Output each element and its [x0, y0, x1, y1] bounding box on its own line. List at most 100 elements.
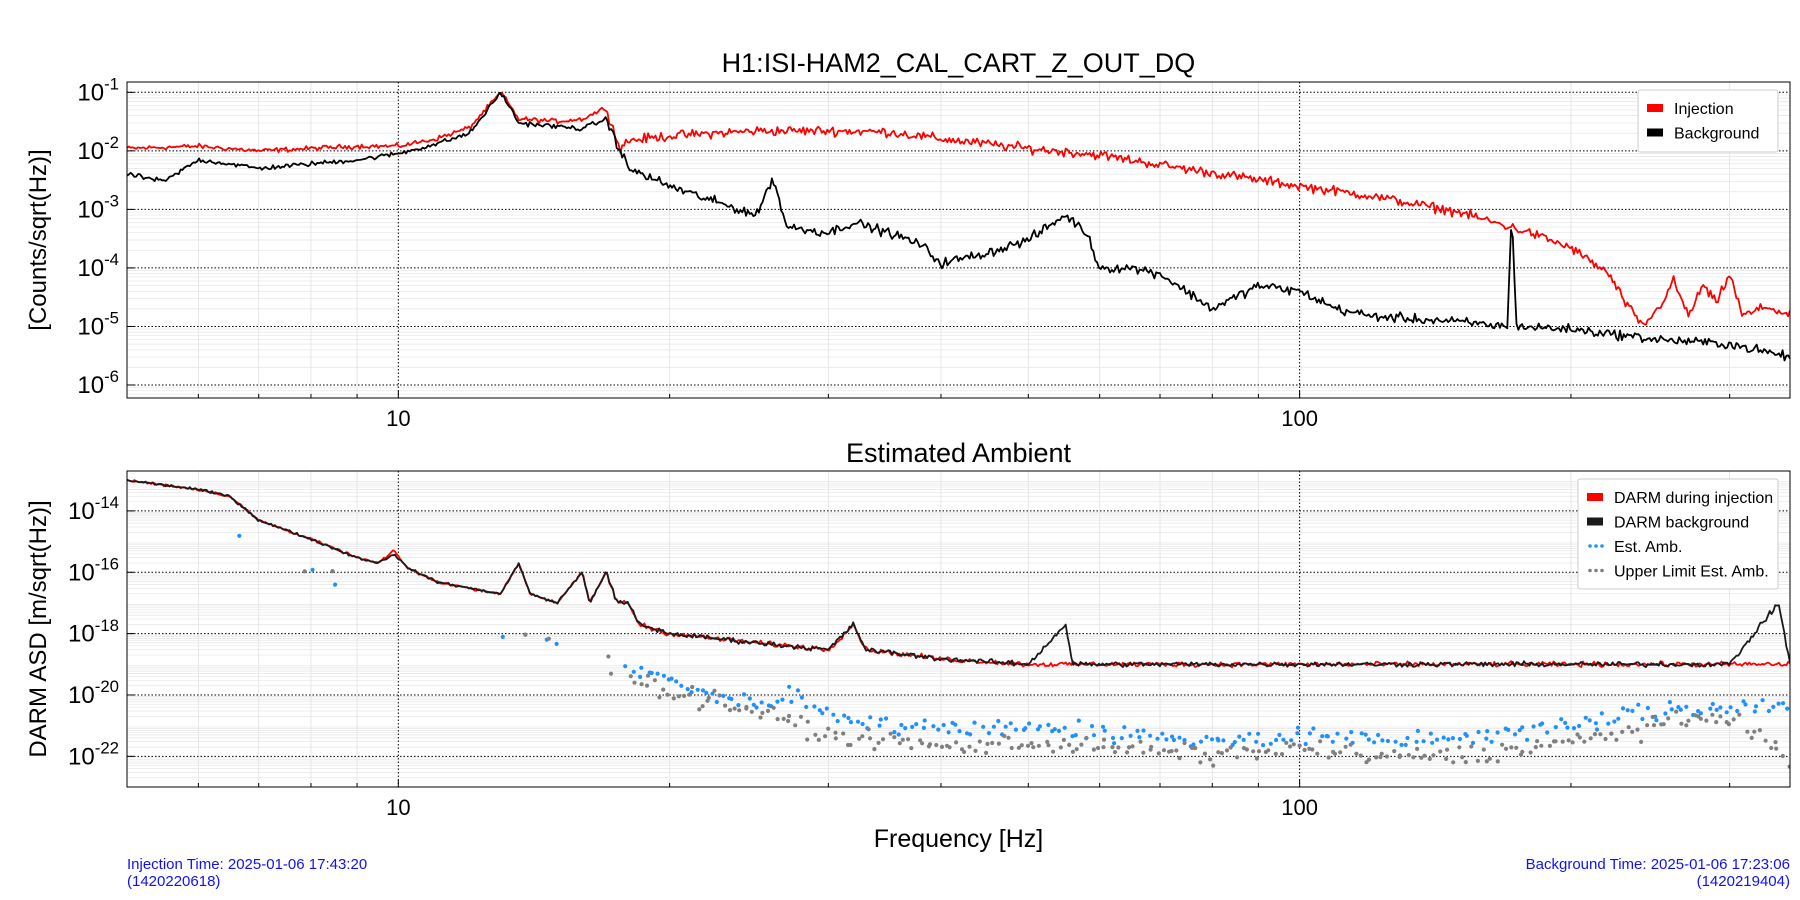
scatter-point [1302, 747, 1307, 753]
y-tick-label: 10-1 [77, 75, 119, 107]
chart-title: H1:ISI-HAM2_CAL_CART_Z_OUT_DQ [722, 48, 1196, 78]
scatter-point [1582, 739, 1587, 744]
x-tick-label: 100 [1281, 795, 1318, 820]
scatter-point [857, 736, 862, 741]
scatter-point [1406, 753, 1411, 758]
scatter-point [1303, 741, 1308, 747]
scatter-point [1428, 731, 1433, 736]
scatter-point [876, 740, 881, 746]
scatter-point [1110, 735, 1116, 741]
scatter-point [1067, 742, 1072, 748]
bottom-panel: 10 100 10-14 10-16 10-18 10-20 10-22 Estimated … [25, 438, 1791, 853]
scatter-point [1446, 737, 1451, 742]
scatter-point [1577, 723, 1582, 729]
scatter-point [747, 696, 752, 701]
scatter-point [1046, 722, 1051, 728]
scatter-point [931, 724, 936, 729]
scatter-point [1698, 716, 1703, 721]
scatter-point [639, 665, 644, 670]
y-tick-label: 10-20 [68, 677, 119, 709]
scatter-point [798, 714, 804, 719]
scatter-point [903, 726, 908, 731]
scatter-point [848, 720, 854, 725]
scatter-point [835, 719, 840, 724]
scatter-point [500, 634, 505, 640]
scatter-point [679, 683, 684, 688]
scatter-point [954, 740, 959, 745]
scatter-point [1284, 740, 1289, 746]
scatter-point [1237, 734, 1242, 739]
scatter-point [1349, 730, 1354, 735]
y-tick-label: 10-4 [77, 250, 119, 282]
scatter-point [674, 679, 679, 684]
scatter-point [1380, 738, 1385, 743]
scatter-point [897, 741, 902, 746]
scatter-point [1667, 700, 1672, 705]
scatter-point [1277, 732, 1282, 738]
scatter-point [1023, 726, 1028, 731]
scatter-point [920, 741, 925, 746]
scatter-point [744, 704, 749, 710]
scatter-point [1422, 753, 1427, 758]
scatter-point [1570, 740, 1575, 745]
scatter-point [1009, 745, 1014, 751]
scatter-point [927, 742, 933, 747]
scatter-point [1209, 737, 1215, 742]
scatter-point [947, 745, 952, 750]
scatter-point [1760, 698, 1765, 703]
scatter-point [1160, 731, 1165, 736]
scatter-point [546, 636, 552, 641]
scatter-point [1714, 707, 1719, 713]
scatter-point [868, 715, 873, 720]
x-tick-label: 100 [1281, 406, 1318, 431]
scatter-point [669, 676, 674, 681]
scatter-point [860, 721, 865, 727]
scatter-point [1594, 727, 1600, 732]
scatter-point [793, 723, 798, 728]
scatter-point [1571, 726, 1577, 731]
scatter-point [1698, 711, 1703, 716]
scatter-point [727, 708, 733, 713]
scatter-point [712, 688, 717, 693]
scatter-point [676, 694, 682, 699]
scatter-point [1438, 749, 1443, 754]
scatter-point [826, 726, 831, 731]
legend-label: DARM background [1614, 515, 1749, 532]
scatter-point [1332, 751, 1338, 756]
scatter-point [1450, 736, 1455, 741]
scatter-point [914, 722, 919, 727]
scatter-point [310, 567, 315, 572]
scatter-point [1639, 739, 1644, 745]
scatter-point [934, 742, 939, 748]
scatter-point [1503, 746, 1509, 751]
scatter-point [1726, 722, 1731, 727]
scatter-point [1553, 725, 1558, 730]
scatter-point [1464, 733, 1469, 738]
scatter-point [1674, 709, 1679, 714]
scatter-point [333, 582, 338, 587]
scatter-point [741, 692, 747, 697]
scatter-point [1559, 717, 1564, 722]
scatter-point [1636, 702, 1641, 707]
scatter-point [1232, 740, 1237, 745]
scatter-point [892, 730, 897, 735]
scatter-point [1606, 721, 1611, 726]
y-tick-label: 10-16 [68, 554, 119, 586]
scatter-point [1731, 717, 1736, 722]
scatter-point [786, 718, 791, 724]
scatter-point [1101, 745, 1106, 750]
legend-label: Est. Amb. [1614, 539, 1682, 556]
legend: Injection Background [1637, 89, 1779, 153]
scatter-point [1291, 742, 1296, 747]
scatter-point [1509, 745, 1514, 750]
x-axis: 10 100 [197, 391, 1731, 431]
scatter-point [1058, 745, 1063, 750]
scatter-point [1545, 730, 1550, 735]
scatter-point [996, 741, 1002, 746]
scatter-point [1070, 734, 1075, 739]
scatter-point [1003, 724, 1008, 729]
scatter-point [760, 710, 765, 716]
scatter-point [1029, 741, 1034, 746]
scatter-point [1757, 728, 1762, 733]
